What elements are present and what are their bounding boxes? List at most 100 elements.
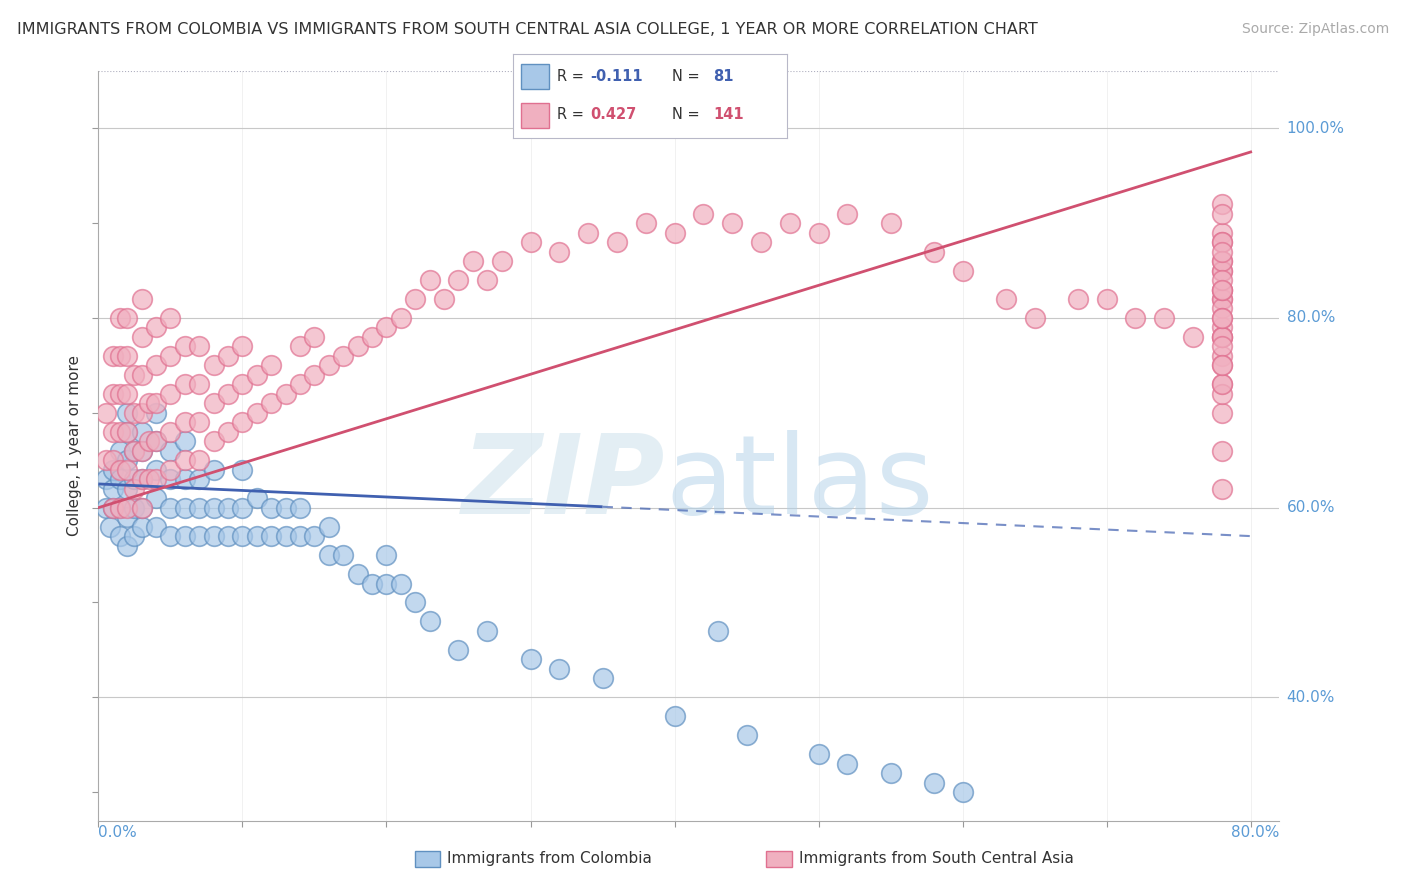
Point: [101, 349, 124, 363]
Point: [1211, 377, 1233, 392]
Point: [188, 415, 211, 429]
Point: [304, 368, 326, 382]
Point: [173, 453, 195, 467]
Text: 80.0%: 80.0%: [1286, 310, 1336, 326]
Point: [260, 359, 283, 373]
Point: [274, 529, 297, 543]
Point: [124, 368, 146, 382]
Point: [389, 310, 412, 325]
Point: [231, 529, 253, 543]
Point: [664, 709, 686, 723]
Point: [318, 359, 340, 373]
Point: [108, 529, 131, 543]
Point: [98, 519, 121, 533]
Point: [879, 216, 901, 230]
Point: [217, 349, 239, 363]
Text: Immigrants from South Central Asia: Immigrants from South Central Asia: [799, 852, 1074, 866]
Point: [202, 463, 225, 477]
Point: [274, 500, 297, 515]
Point: [260, 529, 283, 543]
Point: [1211, 482, 1233, 496]
Point: [188, 377, 211, 392]
Point: [246, 491, 269, 505]
Text: 40.0%: 40.0%: [1286, 690, 1336, 705]
Point: [361, 576, 384, 591]
Point: [159, 463, 181, 477]
Point: [159, 500, 181, 515]
Point: [115, 349, 138, 363]
Point: [1211, 273, 1233, 287]
Point: [922, 775, 945, 789]
FancyBboxPatch shape: [522, 103, 548, 128]
Point: [837, 756, 859, 771]
Point: [404, 595, 426, 609]
Text: IMMIGRANTS FROM COLOMBIA VS IMMIGRANTS FROM SOUTH CENTRAL ASIA COLLEGE, 1 YEAR O: IMMIGRANTS FROM COLOMBIA VS IMMIGRANTS F…: [17, 22, 1038, 37]
Point: [115, 310, 138, 325]
Text: 81: 81: [713, 69, 734, 84]
Point: [807, 226, 830, 240]
Point: [188, 500, 211, 515]
Point: [108, 349, 131, 363]
Text: Source: ZipAtlas.com: Source: ZipAtlas.com: [1241, 22, 1389, 37]
Point: [922, 244, 945, 259]
Point: [288, 377, 311, 392]
Point: [375, 320, 398, 334]
Point: [124, 500, 146, 515]
Point: [419, 273, 441, 287]
Point: [131, 330, 153, 344]
Point: [1095, 292, 1118, 306]
Point: [749, 235, 772, 249]
Point: [94, 453, 117, 467]
Point: [1211, 197, 1233, 211]
Point: [548, 244, 571, 259]
Point: [231, 463, 253, 477]
Point: [108, 463, 131, 477]
Point: [1182, 330, 1205, 344]
Point: [1211, 330, 1233, 344]
Point: [101, 482, 124, 496]
Point: [131, 519, 153, 533]
Point: [274, 387, 297, 401]
Point: [735, 728, 758, 742]
Point: [131, 425, 153, 439]
Point: [173, 377, 195, 392]
Point: [115, 463, 138, 477]
Point: [779, 216, 801, 230]
Point: [304, 330, 326, 344]
Point: [361, 330, 384, 344]
Point: [231, 339, 253, 353]
Point: [138, 472, 160, 486]
Point: [159, 387, 181, 401]
Point: [231, 500, 253, 515]
Text: 80.0%: 80.0%: [1232, 825, 1279, 840]
Point: [389, 576, 412, 591]
Point: [108, 387, 131, 401]
Point: [318, 519, 340, 533]
Point: [952, 785, 974, 799]
Text: N =: N =: [672, 69, 704, 84]
Text: Immigrants from Colombia: Immigrants from Colombia: [447, 852, 652, 866]
Point: [115, 425, 138, 439]
Point: [101, 500, 124, 515]
Point: [202, 500, 225, 515]
Point: [131, 472, 153, 486]
Point: [202, 529, 225, 543]
Point: [145, 472, 167, 486]
Point: [138, 396, 160, 410]
Point: [1211, 377, 1233, 392]
Point: [1211, 263, 1233, 277]
Point: [101, 463, 124, 477]
Text: 0.0%: 0.0%: [98, 825, 138, 840]
Point: [188, 472, 211, 486]
Point: [188, 453, 211, 467]
Point: [246, 368, 269, 382]
Text: -0.111: -0.111: [591, 69, 643, 84]
Point: [447, 273, 470, 287]
Point: [145, 359, 167, 373]
Point: [1211, 235, 1233, 249]
Point: [131, 500, 153, 515]
Point: [1211, 235, 1233, 249]
Point: [145, 406, 167, 420]
Point: [1153, 310, 1175, 325]
Point: [101, 425, 124, 439]
